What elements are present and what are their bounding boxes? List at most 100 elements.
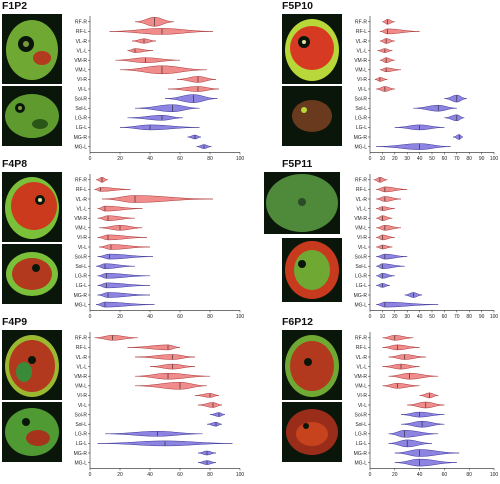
y-tick-label: Sol-L [75, 422, 87, 428]
y-tick-label: Sol-R [74, 96, 87, 102]
mri-thigh-image [2, 330, 66, 400]
violin-VI-R [97, 234, 148, 241]
x-tick-label: 40 [417, 314, 423, 318]
violin-MG-L [376, 301, 439, 308]
x-tick-label: 60 [177, 314, 183, 318]
x-tick-label: 20 [392, 314, 398, 318]
violin-MG-R [394, 449, 460, 457]
x-tick-label: 20 [392, 156, 398, 160]
x-tick-label: 90 [479, 314, 485, 318]
mri-thigh-image [282, 14, 346, 84]
mri-thigh-image [282, 330, 346, 400]
y-tick-label: Sol-R [74, 412, 87, 418]
violin-chart-F6P12: 020406080100Fat fraction (%)RF-RRF-LVL-R… [346, 330, 500, 484]
panel-title: F5P10 [282, 0, 313, 12]
y-tick-label: LG-R [75, 116, 87, 122]
violin-VL-R [388, 354, 426, 360]
violin-VM-L [98, 225, 143, 231]
y-tick-label: VI-L [78, 403, 87, 409]
y-tick-label: VI-L [78, 245, 87, 251]
mri-calf-image [2, 244, 66, 304]
violin-chart-F5P11: 0102030405060708090100Fat fraction (%)RF… [346, 172, 500, 327]
panel-F4P8: F4P8 020406080100Fat fraction (%)RF-RRF-… [0, 158, 250, 327]
y-tick-label: VM-L [75, 226, 87, 232]
violin-VL-L [376, 206, 395, 211]
y-tick-label: VM-R [354, 58, 367, 64]
y-tick-label: RF-R [75, 336, 87, 342]
y-tick-label: LG-L [356, 441, 367, 447]
x-tick-label: 60 [442, 472, 448, 476]
mri-thigh-image [2, 172, 66, 242]
y-tick-label: VM-R [74, 374, 87, 380]
panel-F5P10: F5P10 0102030405060708090100Fat fraction… [250, 0, 500, 169]
y-tick-label: LG-L [76, 441, 87, 447]
y-tick-label: Sol-R [354, 96, 367, 102]
x-tick-label: 10 [380, 156, 386, 160]
y-tick-label: Sol-R [354, 412, 367, 418]
violin-LG-L [119, 124, 200, 131]
violin-chart-F4P9: 020406080100Fat fraction (%)RF-RRF-LVL-R… [66, 330, 246, 484]
y-tick-label: VI-L [358, 87, 367, 93]
mri-calf-image [282, 86, 346, 146]
y-tick-label: VL-R [356, 355, 368, 361]
y-tick-label: LG-L [356, 283, 367, 289]
y-tick-label: LG-L [76, 125, 87, 131]
y-tick-label: LG-R [355, 116, 367, 122]
violin-VM-R [134, 372, 211, 380]
panel-title: F4P8 [2, 158, 28, 170]
x-tick-label: 60 [442, 314, 448, 318]
x-tick-label: 80 [207, 472, 213, 476]
x-tick-label: 30 [404, 156, 410, 160]
violin-VM-L [382, 383, 420, 389]
y-tick-label: VL-L [356, 364, 367, 370]
x-tick-label: 80 [207, 156, 213, 160]
violin-Sol-L [134, 104, 200, 112]
panel-F1P2: F1P2 020406080100Fat fraction (%)RF-RRF-… [0, 0, 250, 169]
x-tick-label: 50 [429, 314, 435, 318]
x-tick-label: 100 [490, 156, 499, 160]
violin-VM-R [379, 57, 395, 63]
violin-VL-R [376, 196, 402, 202]
y-tick-label: VL-L [356, 48, 367, 54]
y-tick-label: VL-L [76, 364, 87, 370]
x-tick-label: 40 [147, 156, 153, 160]
violin-Sol-L [400, 420, 445, 428]
y-tick-label: VM-L [355, 226, 367, 232]
x-tick-label: 30 [404, 314, 410, 318]
y-tick-label: MG-L [355, 460, 368, 466]
violin-RF-L [382, 344, 420, 351]
x-tick-label: 10 [380, 314, 386, 318]
mri-calf-image [2, 86, 66, 146]
x-tick-label: 80 [466, 156, 472, 160]
y-tick-label: VL-R [76, 39, 88, 45]
x-tick-label: 20 [117, 472, 123, 476]
x-tick-label: 0 [369, 472, 372, 476]
y-tick-label: LG-L [356, 125, 367, 131]
violin-LG-R [388, 430, 439, 438]
violin-Sol-R [97, 253, 154, 260]
y-tick-label: VL-R [356, 39, 368, 45]
y-tick-label: RF-L [76, 187, 87, 193]
x-tick-label: 50 [429, 156, 435, 160]
violin-VI-L [376, 86, 395, 92]
x-tick-label: 0 [369, 314, 372, 318]
x-tick-label: 20 [392, 472, 398, 476]
y-tick-label: LG-R [75, 432, 87, 438]
y-tick-label: VL-R [76, 355, 88, 361]
y-tick-label: Sol-L [75, 106, 87, 112]
x-tick-label: 80 [207, 314, 213, 318]
x-tick-label: 40 [147, 314, 153, 318]
violin-Sol-L [413, 104, 457, 112]
violin-VM-R [97, 215, 136, 221]
x-tick-label: 60 [442, 156, 448, 160]
x-tick-label: 20 [117, 156, 123, 160]
y-tick-label: Sol-L [355, 264, 367, 270]
violin-VI-L [167, 86, 220, 92]
violin-VM-L [379, 67, 402, 73]
y-tick-label: MG-L [75, 144, 88, 150]
violin-RF-L [109, 28, 214, 35]
y-tick-label: VM-R [354, 374, 367, 380]
violin-LG-R [127, 115, 184, 121]
violin-MG-L [376, 143, 451, 150]
x-tick-label: 70 [454, 156, 460, 160]
